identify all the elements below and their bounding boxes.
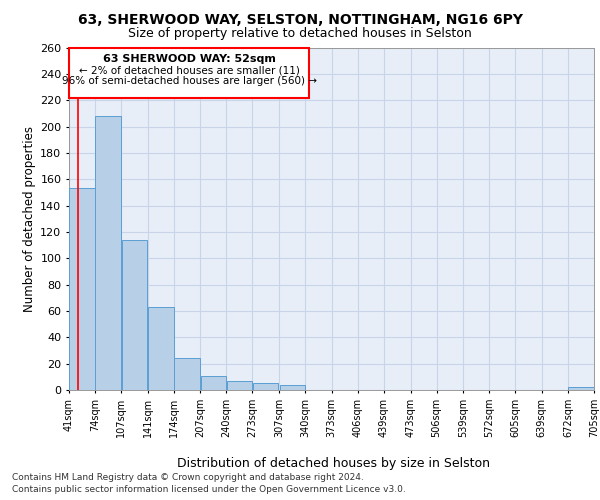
Text: Distribution of detached houses by size in Selston: Distribution of detached houses by size … <box>176 458 490 470</box>
Text: Contains public sector information licensed under the Open Government Licence v3: Contains public sector information licen… <box>12 485 406 494</box>
Bar <box>69 48 310 98</box>
Text: 63, SHERWOOD WAY, SELSTON, NOTTINGHAM, NG16 6PY: 63, SHERWOOD WAY, SELSTON, NOTTINGHAM, N… <box>77 12 523 26</box>
Text: 96% of semi-detached houses are larger (560) →: 96% of semi-detached houses are larger (… <box>62 76 317 86</box>
Text: Contains HM Land Registry data © Crown copyright and database right 2024.: Contains HM Land Registry data © Crown c… <box>12 472 364 482</box>
Bar <box>70 188 95 390</box>
Bar <box>95 116 121 390</box>
Bar <box>280 384 305 390</box>
Bar <box>175 358 200 390</box>
Text: Size of property relative to detached houses in Selston: Size of property relative to detached ho… <box>128 28 472 40</box>
Bar <box>121 240 147 390</box>
Bar <box>148 307 174 390</box>
Bar <box>227 381 252 390</box>
Text: ← 2% of detached houses are smaller (11): ← 2% of detached houses are smaller (11) <box>79 66 299 76</box>
Bar <box>200 376 226 390</box>
Y-axis label: Number of detached properties: Number of detached properties <box>23 126 36 312</box>
Bar <box>568 388 593 390</box>
Text: 63 SHERWOOD WAY: 52sqm: 63 SHERWOOD WAY: 52sqm <box>103 54 275 64</box>
Bar <box>253 384 278 390</box>
